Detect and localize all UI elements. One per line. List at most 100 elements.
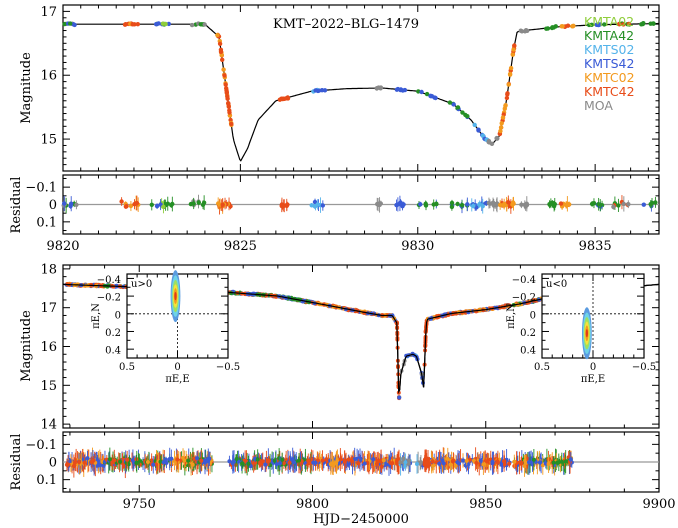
y-tick-label: 17: [40, 5, 57, 20]
residual-point: [72, 460, 77, 465]
residual-point: [403, 460, 408, 465]
data-point: [641, 21, 646, 26]
data-point: [419, 89, 424, 95]
residual-point: [459, 202, 465, 208]
residual-point: [506, 200, 511, 205]
residual-point: [596, 202, 601, 207]
y-tick-label: 0.1: [36, 215, 57, 230]
y-tick-label: 17: [40, 301, 57, 316]
legend-entry: KMTC02: [584, 70, 635, 85]
data-point: [545, 26, 551, 31]
y-tick-label: −0.4: [512, 275, 536, 286]
residual-point: [523, 460, 528, 465]
residual-point: [118, 459, 123, 464]
residual-point: [551, 204, 557, 209]
residual-point: [441, 461, 446, 466]
x-tick-label: 9825: [224, 239, 257, 254]
residual-point: [653, 200, 658, 205]
residual-point: [278, 461, 282, 466]
residual-point: [490, 459, 495, 464]
data-point: [498, 128, 503, 134]
residual-point: [498, 202, 503, 208]
data-point: [429, 94, 435, 99]
residual-point: [125, 457, 130, 462]
residual-point: [98, 463, 102, 468]
x-axis-label: πE,E: [165, 374, 189, 385]
residual-point: [315, 458, 320, 463]
residual-point: [274, 462, 279, 467]
y-tick-label: −0.4: [97, 275, 121, 286]
residual-point: [494, 202, 500, 207]
residual-point: [356, 461, 361, 466]
residual-point: [531, 457, 536, 462]
model-curve: [63, 22, 659, 162]
data-point: [322, 88, 328, 93]
annotation-label: u>0: [131, 279, 152, 290]
data-point: [460, 110, 465, 115]
residual-point: [415, 462, 419, 466]
data-point: [154, 22, 159, 27]
residual-point: [491, 203, 496, 208]
residual-point: [191, 201, 196, 206]
parallax-inset-left: 0.4 0.2 0 −0.2 −0.4 0.5 0 −0.5 u>0 πE,E πE,N: [91, 270, 240, 385]
y-axis-label: πE,N: [91, 303, 102, 329]
data-point: [500, 115, 506, 120]
residual-point: [74, 202, 79, 207]
data-point: [166, 21, 171, 27]
data-point: [549, 25, 555, 31]
residual-point: [132, 202, 137, 207]
data-point: [626, 21, 632, 27]
residual-point: [563, 459, 568, 464]
residual-point: [175, 457, 180, 462]
residual-point: [255, 457, 260, 462]
residual-point: [611, 204, 616, 210]
residual-point: [124, 204, 129, 209]
residual-point: [267, 458, 271, 463]
residual-point: [128, 203, 134, 209]
residual-point: [474, 461, 479, 465]
residual-point: [206, 456, 211, 461]
data-point: [560, 24, 565, 29]
data-point: [503, 103, 508, 109]
residual-point: [626, 202, 631, 207]
residual-point: [315, 202, 320, 207]
residual-point: [437, 461, 442, 466]
data-point: [313, 88, 318, 93]
residual-point: [311, 460, 316, 465]
residual-point: [461, 458, 466, 463]
data-point: [505, 91, 510, 96]
residual-point: [199, 458, 204, 463]
data-point: [229, 121, 234, 127]
data-point: [220, 57, 225, 62]
x-tick-label: 0: [174, 362, 180, 373]
residual-point: [445, 457, 450, 461]
data-point: [225, 94, 230, 99]
residual-point: [161, 204, 166, 209]
residual-point: [192, 456, 196, 461]
data-point: [455, 105, 461, 110]
residual-point: [559, 459, 564, 464]
data-point: [217, 41, 223, 46]
parallax-inset-right: 0.4 0.2 0 −0.2 −0.4 0.5 0 −0.5 u<0 πE,E πE,N: [506, 273, 656, 385]
legend-entry: KMTS02: [584, 42, 634, 57]
data-point: [424, 91, 430, 97]
residual-point: [396, 457, 401, 462]
residual-point: [342, 459, 347, 464]
residual-point: [85, 456, 90, 461]
residual-point: [390, 461, 395, 466]
residual-point: [297, 458, 301, 463]
residual-point: [186, 458, 191, 463]
data-point: [62, 21, 67, 27]
residual-point: [464, 458, 469, 463]
legend-entry: KMTA02: [584, 14, 634, 29]
residual-point: [158, 459, 163, 464]
residual-point: [227, 459, 232, 464]
x-tick-label: 0.5: [534, 362, 550, 373]
data-point: [396, 390, 401, 395]
residual-point: [69, 201, 74, 206]
data-point: [202, 22, 207, 27]
residual-zoom-panel: 0.1 0 −0.1 9820 9825 9830 9835 Residual: [9, 174, 660, 254]
residual-point: [418, 461, 423, 466]
data-point: [489, 141, 495, 146]
residual-point: [467, 457, 472, 462]
